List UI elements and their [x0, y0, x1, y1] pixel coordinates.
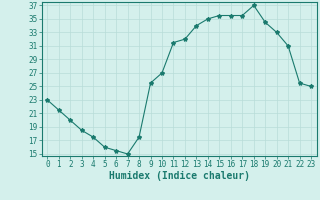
X-axis label: Humidex (Indice chaleur): Humidex (Indice chaleur)	[109, 171, 250, 181]
